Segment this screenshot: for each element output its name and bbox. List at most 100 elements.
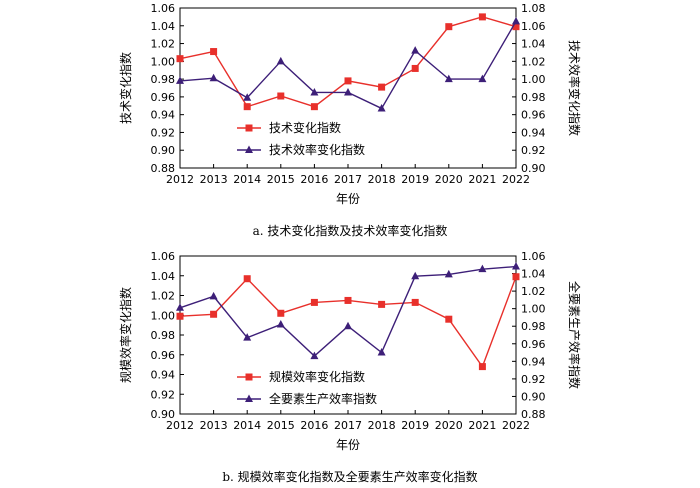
left-tick-label: 1.06 xyxy=(151,2,176,15)
left-tick-label: 1.04 xyxy=(151,270,176,283)
left-tick-label: 0.92 xyxy=(151,126,176,139)
data-point-square xyxy=(210,310,218,318)
x-tick-label: 2013 xyxy=(200,419,228,432)
data-point-triangle xyxy=(444,269,453,278)
x-tick-label: 2018 xyxy=(368,419,396,432)
right-tick-label: 0.88 xyxy=(521,408,546,421)
x-axis-title: 年份 xyxy=(336,192,360,206)
x-tick-label: 2021 xyxy=(468,419,496,432)
left-tick-label: 0.96 xyxy=(151,349,176,362)
data-point-square xyxy=(310,298,318,306)
right-tick-label: 0.94 xyxy=(521,355,546,368)
legend-label-2: 技术效率变化指数 xyxy=(269,142,365,157)
left-tick-label: 0.90 xyxy=(151,144,176,157)
right-axis-title: 技术效率变化指数 xyxy=(567,40,582,136)
data-point-triangle xyxy=(377,103,386,112)
left-axis-title: 技术变化指数 xyxy=(118,52,133,124)
right-tick-label: 0.90 xyxy=(521,390,546,403)
legend-marker-triangle xyxy=(245,145,253,153)
right-tick-label: 0.98 xyxy=(521,320,546,333)
data-point-square xyxy=(243,103,251,111)
legend-marker-triangle xyxy=(245,394,253,402)
data-point-triangle xyxy=(310,87,319,96)
left-tick-label: 1.00 xyxy=(151,309,176,322)
left-axis-title: 规模效率变化指数 xyxy=(118,287,133,383)
x-tick-label: 2018 xyxy=(368,173,396,186)
data-point-triangle xyxy=(512,262,520,270)
left-tick-label: 1.04 xyxy=(151,20,176,33)
right-axis-title: 全要素生产效率指数 xyxy=(567,281,582,389)
data-point-square xyxy=(445,23,453,31)
left-tick-label: 0.98 xyxy=(151,73,176,86)
left-tick-label: 0.90 xyxy=(151,408,176,421)
right-tick-label: 0.92 xyxy=(521,144,546,157)
x-tick-label: 2015 xyxy=(267,419,295,432)
data-point-triangle xyxy=(243,93,252,101)
left-tick-label: 1.06 xyxy=(151,250,176,263)
chart-a: 0.88 0.90 0.92 0.94 0.96 0.98 1.00 1.02 1.04 1.06… xyxy=(118,2,582,206)
right-tick-label: 1.04 xyxy=(521,268,546,281)
x-tick-label: 2016 xyxy=(300,173,328,186)
chart-b-caption: b. 规模效率变化指数及全要素生产效率变化指数 xyxy=(222,470,478,484)
right-tick-label: 1.06 xyxy=(521,250,546,263)
plot-frame xyxy=(179,255,517,415)
x-tick-label: 2013 xyxy=(200,173,228,186)
left-tick-label: 0.94 xyxy=(151,369,176,382)
left-tick-label: 0.92 xyxy=(151,388,176,401)
x-tick-label: 2017 xyxy=(334,419,362,432)
x-tick-label: 2017 xyxy=(334,173,362,186)
data-point-square xyxy=(411,298,419,306)
left-tick-label: 0.98 xyxy=(151,329,176,342)
data-point-triangle xyxy=(209,291,218,300)
chart-a-caption: a. 技术变化指数及技术效率变化指数 xyxy=(252,224,448,238)
series-line-1 xyxy=(179,276,517,369)
data-point-triangle xyxy=(344,87,352,96)
data-point-square xyxy=(411,64,419,72)
data-point-triangle xyxy=(176,303,184,311)
data-point-triangle xyxy=(478,264,487,273)
x-tick-label: 2019 xyxy=(401,419,429,432)
data-point-square xyxy=(277,92,285,100)
data-point-square xyxy=(512,23,520,31)
x-tick-label: 2022 xyxy=(502,173,530,186)
right-tick-label: 0.96 xyxy=(521,338,546,351)
data-point-square xyxy=(378,300,386,308)
data-point-square xyxy=(344,77,352,85)
right-tick-label: 0.90 xyxy=(521,162,546,175)
legend-label-1: 规模效率变化指数 xyxy=(269,369,365,384)
x-tick-label: 2022 xyxy=(502,419,530,432)
legend-marker-square xyxy=(245,373,253,381)
left-tick-label: 0.96 xyxy=(151,91,176,104)
data-point-triangle xyxy=(209,73,218,82)
data-point-triangle xyxy=(243,333,252,341)
data-point-square xyxy=(243,275,251,283)
x-tick-label: 2014 xyxy=(233,419,261,432)
data-point-square xyxy=(512,273,520,281)
data-point-square xyxy=(478,13,486,21)
data-point-triangle xyxy=(411,271,420,280)
left-tick-label: 1.00 xyxy=(151,55,176,68)
data-point-triangle xyxy=(344,321,352,330)
legend-label-1: 技术变化指数 xyxy=(269,120,341,135)
data-point-square xyxy=(378,83,386,91)
x-tick-label: 2020 xyxy=(435,419,463,432)
x-tick-label: 2014 xyxy=(233,173,261,186)
legend-label-2: 全要素生产效率指数 xyxy=(269,391,377,406)
x-tick-label: 2020 xyxy=(435,173,463,186)
data-point-square xyxy=(478,363,486,371)
data-point-square xyxy=(445,315,453,323)
left-tick-label: 0.94 xyxy=(151,109,176,122)
right-tick-label: 0.98 xyxy=(521,91,546,104)
data-point-triangle xyxy=(478,74,487,83)
right-tick-label: 1.06 xyxy=(521,20,546,33)
right-tick-label: 0.92 xyxy=(521,373,546,386)
x-tick-label: 2016 xyxy=(300,419,328,432)
right-tick-label: 1.02 xyxy=(521,55,546,68)
right-tick-label: 1.08 xyxy=(521,2,546,15)
x-tick-label: 2021 xyxy=(468,173,496,186)
right-tick-label: 1.02 xyxy=(521,285,546,298)
right-tick-label: 0.94 xyxy=(521,126,546,139)
data-point-triangle xyxy=(444,74,453,83)
data-point-square xyxy=(176,312,184,320)
right-tick-label: 1.00 xyxy=(521,73,546,86)
